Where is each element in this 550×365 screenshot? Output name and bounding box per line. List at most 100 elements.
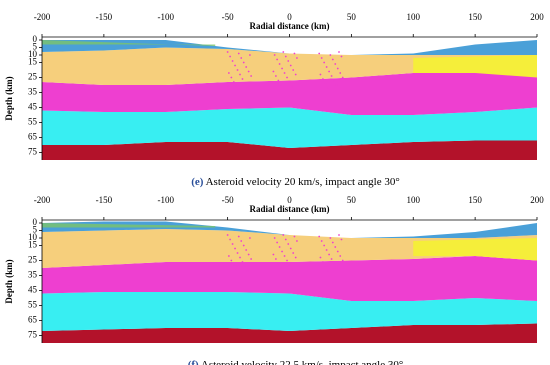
ejecta-particle xyxy=(319,73,322,76)
ejecta-particle xyxy=(289,247,292,250)
ejecta-particle xyxy=(231,60,234,62)
ejecta-particle xyxy=(325,66,328,68)
ejecta-particle xyxy=(235,268,238,271)
ejecta-particle xyxy=(328,70,330,73)
ejecta-particle xyxy=(236,69,239,71)
ejecta-particle xyxy=(244,82,246,85)
x-axis-label: Radial distance (km) xyxy=(249,21,329,31)
layer-sediment xyxy=(42,40,537,55)
ejecta-particle xyxy=(273,237,276,239)
ejecta-particle xyxy=(286,259,288,262)
ejecta-particle xyxy=(326,87,329,89)
y-tick-label: 10 xyxy=(28,49,38,59)
ejecta-particle xyxy=(336,250,339,253)
y-tick-label: 55 xyxy=(28,300,38,310)
ejecta-particle xyxy=(326,270,329,272)
y-axis-label: Depth (km) xyxy=(4,76,14,120)
ejecta-particle xyxy=(273,54,276,56)
ejecta-particle xyxy=(294,256,297,259)
ejecta-particle xyxy=(335,84,338,86)
ejecta-particle xyxy=(324,82,327,85)
ejecta-particle xyxy=(232,81,235,83)
y-tick-label: 45 xyxy=(28,285,38,295)
x-tick-label: -150 xyxy=(96,12,113,22)
ejecta-particle xyxy=(281,250,283,253)
y-tick-label: 45 xyxy=(28,102,38,112)
ejecta-particle xyxy=(250,258,253,260)
ejecta-particle xyxy=(330,75,333,77)
ejecta-particle xyxy=(284,55,287,58)
ejecta-particle xyxy=(230,76,233,79)
ejecta-particle xyxy=(341,259,344,262)
ejecta-particle xyxy=(276,58,279,61)
ejecta-particle xyxy=(239,256,241,259)
layer-yellow xyxy=(413,238,537,261)
ejecta-particle xyxy=(336,67,339,70)
caption-text: Asteroid velocity 22.5 km/s, impact angl… xyxy=(199,359,404,365)
ejecta-particle xyxy=(331,58,334,61)
ejecta-particle xyxy=(249,237,251,239)
ejecta-particle xyxy=(274,75,277,77)
ejecta-particle xyxy=(324,265,327,268)
ejecta-particle xyxy=(288,81,291,83)
ejecta-particle xyxy=(330,258,333,260)
ejecta-particle xyxy=(279,84,282,86)
ejecta-particle xyxy=(277,262,280,265)
ejecta-particle xyxy=(293,52,296,55)
ejecta-particle xyxy=(278,246,281,248)
ejecta-particle xyxy=(331,241,334,244)
layer-lower-crust xyxy=(42,292,537,331)
x-tick-label: -100 xyxy=(158,12,175,22)
ejecta-particle xyxy=(291,85,293,88)
ejecta-particle xyxy=(245,66,248,68)
ejecta-particle xyxy=(272,70,275,73)
y-tick-label: 35 xyxy=(28,87,38,97)
ejecta-particle xyxy=(287,243,290,245)
layer-yellow xyxy=(413,55,537,78)
ejecta-particle xyxy=(340,55,343,58)
layer-surface-green xyxy=(42,223,216,228)
caption: (e) Asteroid velocity 20 km/s, impact an… xyxy=(191,176,399,188)
caption-text: Asteroid velocity 20 km/s, impact angle … xyxy=(203,176,399,188)
ejecta-particle xyxy=(286,76,288,79)
ejecta-particle xyxy=(333,262,335,265)
ejecta-particle xyxy=(234,64,236,67)
ejecta-particle xyxy=(325,249,328,251)
ejecta-particle xyxy=(229,238,232,241)
ejecta-particle xyxy=(282,234,285,236)
ejecta-particle xyxy=(296,57,298,59)
ejecta-particle xyxy=(296,240,298,242)
ejecta-particle xyxy=(329,54,332,56)
caption-letter: (f) xyxy=(188,359,199,365)
x-tick-label: 150 xyxy=(468,195,482,205)
ejecta-particle xyxy=(239,73,241,76)
y-tick-label: 35 xyxy=(28,270,38,280)
ejecta-particle xyxy=(236,252,239,254)
ejecta-particle xyxy=(320,240,323,242)
ejecta-particle xyxy=(318,52,321,55)
ejecta-particle xyxy=(291,268,293,271)
ejecta-particle xyxy=(226,234,229,236)
ejecta-particle xyxy=(340,238,343,241)
y-tick-label: 75 xyxy=(28,330,38,340)
ejecta-particle xyxy=(237,52,240,55)
ejecta-particle xyxy=(231,243,234,245)
ejecta-particle xyxy=(235,85,238,88)
ejecta-particle xyxy=(278,63,281,65)
y-tick-label: 5 xyxy=(33,42,38,52)
ejecta-particle xyxy=(292,69,295,71)
layer-upper-crust xyxy=(42,47,537,85)
x-tick-label: -100 xyxy=(158,195,175,205)
ejecta-particle xyxy=(294,73,297,76)
ejecta-particle xyxy=(274,258,277,260)
ejecta-particle xyxy=(276,241,279,244)
ejecta-particle xyxy=(240,57,243,59)
ejecta-particle xyxy=(323,244,326,247)
ejecta-particle xyxy=(284,238,287,241)
ejecta-particle xyxy=(323,61,326,64)
ejecta-particle xyxy=(240,240,243,242)
ejecta-particle xyxy=(249,54,251,56)
ejecta-particle xyxy=(293,235,296,238)
x-tick-label: 150 xyxy=(468,12,482,22)
